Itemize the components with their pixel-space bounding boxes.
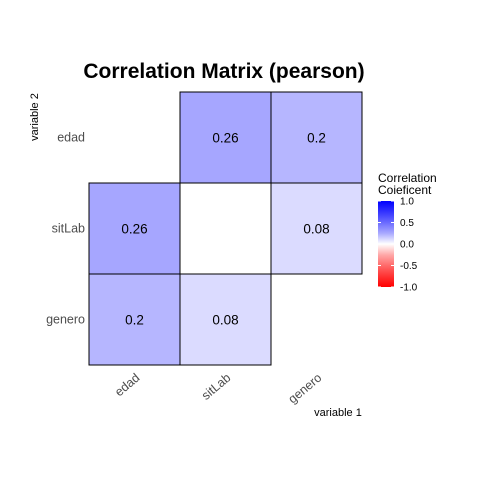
y-tick-label: genero	[46, 313, 85, 327]
x-tick-label: sitLab	[199, 371, 234, 403]
heatmap-cell	[270, 182, 363, 275]
heatmap-cell	[179, 91, 272, 184]
chart-title: Correlation Matrix (pearson)	[83, 60, 364, 83]
cell-value-label: 0.26	[121, 222, 147, 237]
heatmap-cell	[179, 273, 272, 366]
x-tick-label: edad	[112, 371, 142, 400]
heatmap-cells: 0.26 0.2 0.26 0.08 0.2 0.08	[88, 91, 363, 366]
legend-title-line-1: Correlation	[378, 171, 437, 185]
legend-title-line-2: Coieficent	[378, 183, 432, 197]
x-tick-label: genero	[286, 371, 325, 407]
y-tick-label: edad	[57, 131, 85, 145]
cell-value-label: 0.2	[125, 313, 144, 328]
legend-tick-label: 0.5	[400, 218, 414, 229]
heatmap-cell	[88, 273, 181, 366]
y-axis-title: variable 2	[29, 93, 41, 141]
legend-tick-label: -0.5	[400, 261, 418, 272]
x-axis-ticks: edad sitLab genero	[112, 371, 324, 407]
heatmap-cell	[270, 91, 363, 184]
y-axis-ticks: edad sitLab genero	[46, 131, 85, 327]
cell-value-label: 0.26	[212, 131, 238, 146]
legend-tick-label: 1.0	[400, 197, 414, 208]
legend-tick-label: -1.0	[400, 283, 418, 294]
cell-value-label: 0.08	[303, 222, 329, 237]
color-legend: Correlation Coieficent 1.0 0.5 0.0 -0.5 -1.0	[378, 171, 437, 294]
cell-value-label: 0.2	[307, 131, 326, 146]
y-tick-label: sitLab	[52, 222, 85, 236]
x-axis-title: variable 1	[314, 407, 362, 419]
legend-tick-label: 0.0	[400, 240, 414, 251]
legend-color-bar	[378, 201, 394, 287]
heatmap-cell	[88, 182, 181, 275]
cell-value-label: 0.08	[212, 313, 238, 328]
